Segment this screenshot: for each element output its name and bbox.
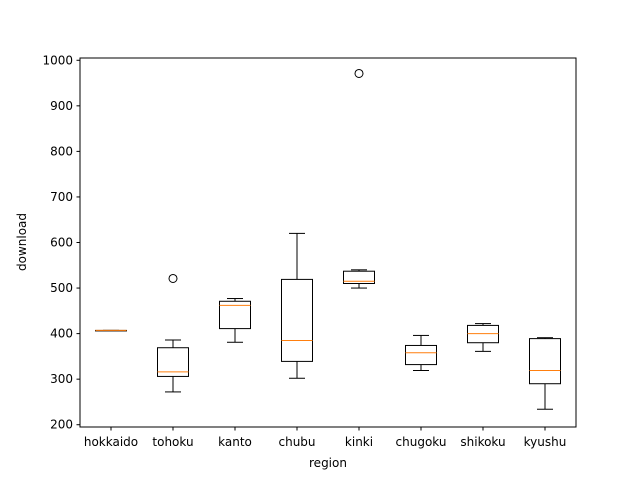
box-shikoku [467,323,499,352]
y-tick-label: 800 [50,144,73,158]
x-axis-ticks: hokkaido tohoku kanto chubu kinki chugoku shik… [84,427,566,449]
iqr-box [281,278,313,362]
box-kinki [343,68,375,289]
x-tick-label: kinki [345,435,373,449]
y-tick-label: 500 [50,281,73,295]
y-tick-label: 300 [50,372,73,386]
box-tohoku [157,273,189,393]
outlier-point [168,273,178,283]
iqr-box [529,338,561,385]
y-tick-label: 1000 [42,53,73,67]
x-tick-label: chugoku [396,435,447,449]
y-tick-label: 400 [50,327,73,341]
box-hokkaido [95,329,127,332]
x-axis-label: region [309,456,347,470]
x-tick-label: tohoku [152,435,193,449]
y-tick-label: 600 [50,236,73,250]
y-tick-label: 900 [50,99,73,113]
x-tick-label: hokkaido [84,435,138,449]
y-tick-label: 200 [50,418,73,432]
x-tick-label: chubu [278,435,315,449]
plot-elements [95,68,561,410]
iqr-box [157,347,189,377]
iqr-box [343,270,375,285]
y-tick-label: 700 [50,190,73,204]
x-tick-label: shikoku [460,435,505,449]
box-kanto [219,298,251,343]
box-chubu [281,232,313,379]
x-tick-label: kanto [218,435,252,449]
plot-frame [79,57,577,428]
x-tick-label: kyushu [524,435,567,449]
y-axis-label: download [15,213,29,271]
box-kyushu [529,337,561,410]
iqr-box [405,344,437,366]
box-chugoku [405,334,437,372]
y-axis-ticks: 200 300 400 500 600 700 800 900 1000 [42,53,80,432]
outlier-point [354,68,364,78]
iqr-box [219,300,251,330]
